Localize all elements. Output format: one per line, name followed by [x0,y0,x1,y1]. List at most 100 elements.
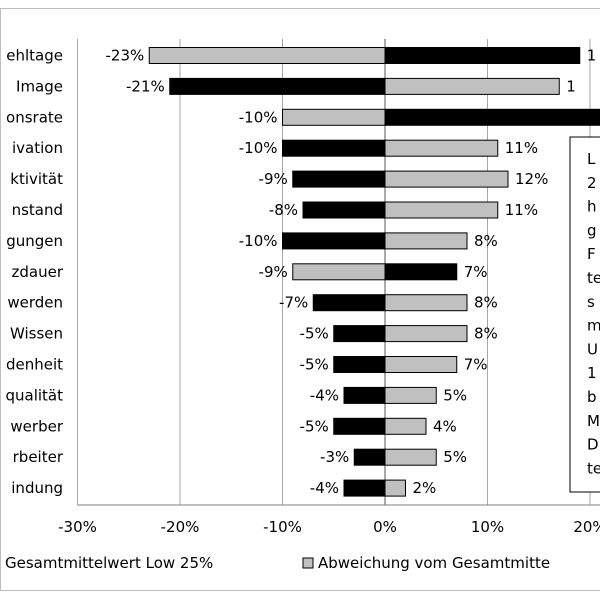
category-labels: ehltage Image onsrate ivation ktivität nstand… [5,47,63,498]
bar [292,263,386,281]
value-label-right: 8% [474,325,498,343]
legend: Gesamtmittelwert Low 25% Abweichung vom G… [5,554,550,572]
annotation-line: D [587,436,599,454]
bar [384,448,437,466]
value-label-left: -8% [269,201,298,219]
bar [384,47,581,64]
x-tick-label: -30% [58,518,97,536]
annotation-line: M [587,412,600,430]
bar [312,294,386,312]
bar [353,448,386,466]
category-label: denheit [6,356,63,374]
value-label-left: -5% [300,356,329,374]
bar [282,139,386,157]
category-label: gungen [6,232,63,250]
value-label-left: -23% [105,47,144,65]
annotation-line: te [587,459,600,477]
bar [384,232,468,250]
value-label-right: 8% [474,294,498,312]
bar [384,77,560,95]
value-label-left: -7% [279,294,308,312]
annotation-line: s [587,293,595,311]
bar [333,356,386,373]
bars [148,47,600,497]
value-label-right: 7% [464,263,488,281]
category-label: ktivität [10,170,63,188]
value-label-right: 1 [566,77,576,95]
legend-label: Gesamtmittelwert Low 25% [5,554,213,572]
x-tick-label: -10% [263,518,302,536]
annotation-line: L [587,150,596,168]
value-label-left: -10% [239,108,278,126]
value-label-left: -21% [126,77,165,95]
category-label: werden [7,294,63,312]
value-label-right: 5% [443,448,467,466]
category-label: ivation [12,139,63,157]
bar [384,325,468,343]
value-label-right: 2% [413,479,437,497]
bar [333,325,386,343]
value-label-right: 4% [433,417,457,435]
value-label-left: -10% [239,139,278,157]
legend-label: Abweichung vom Gesamtmitte [318,554,550,572]
chart-frame [0,8,600,591]
bar [384,479,406,497]
value-label-left: -3% [320,448,349,466]
bar [384,386,437,404]
x-tick-label: 0% [373,518,397,536]
category-label: nstand [12,201,63,219]
bar [343,386,386,404]
value-label-right: 11% [505,139,538,157]
annotation-line: U [587,340,598,358]
category-label: Image [16,77,63,95]
annotation-line: F [587,245,596,263]
category-label: werber [10,417,63,435]
category-label: zdauer [12,263,64,281]
x-axis-ticks: -30% -20% -10% 0% 10% 20% [58,518,600,536]
value-label-right: 8% [474,232,498,250]
bar [343,479,386,497]
category-label: rbeiter [13,448,64,466]
bar [292,170,386,188]
x-tick-label: 20% [573,518,600,536]
annotation-line: 2 [587,174,597,192]
value-label-right: 1 [587,47,597,65]
value-labels: -23% 1-21% 1-10%-10% 11%-9% 12%-8% 11%-10% 8%-… [105,47,596,498]
category-label: qualität [5,386,63,404]
bar [384,170,509,188]
bar [384,263,458,281]
bar [384,417,427,435]
annotation-line: m [587,317,600,335]
annotation-box-frame [569,136,600,493]
category-label: indung [11,479,63,497]
value-label-left: -5% [300,325,329,343]
value-label-left: -10% [239,232,278,250]
annotation-line: 1 [587,364,597,382]
bar [384,201,499,219]
annotation-line: te [587,269,600,287]
bar [384,108,600,126]
annotation-line: b [587,388,597,406]
bar [169,77,386,95]
bar [384,356,458,373]
value-label-left: -9% [259,170,288,188]
value-label-right: 12% [515,170,548,188]
value-label-right: 7% [464,356,488,374]
x-tick-label: 10% [471,518,504,536]
legend-swatch [302,557,314,569]
x-tick-label: -20% [161,518,200,536]
bar [384,294,468,312]
category-label: onsrate [6,108,63,126]
bar [384,139,499,157]
bar [302,201,386,219]
value-label-right: 5% [443,386,467,404]
bar [282,232,386,250]
bar [148,47,386,64]
value-label-left: -9% [259,263,288,281]
annotation-line: g [587,221,597,239]
value-label-left: -4% [310,479,339,497]
category-label: Wissen [10,325,63,343]
value-label-right: 11% [505,201,538,219]
